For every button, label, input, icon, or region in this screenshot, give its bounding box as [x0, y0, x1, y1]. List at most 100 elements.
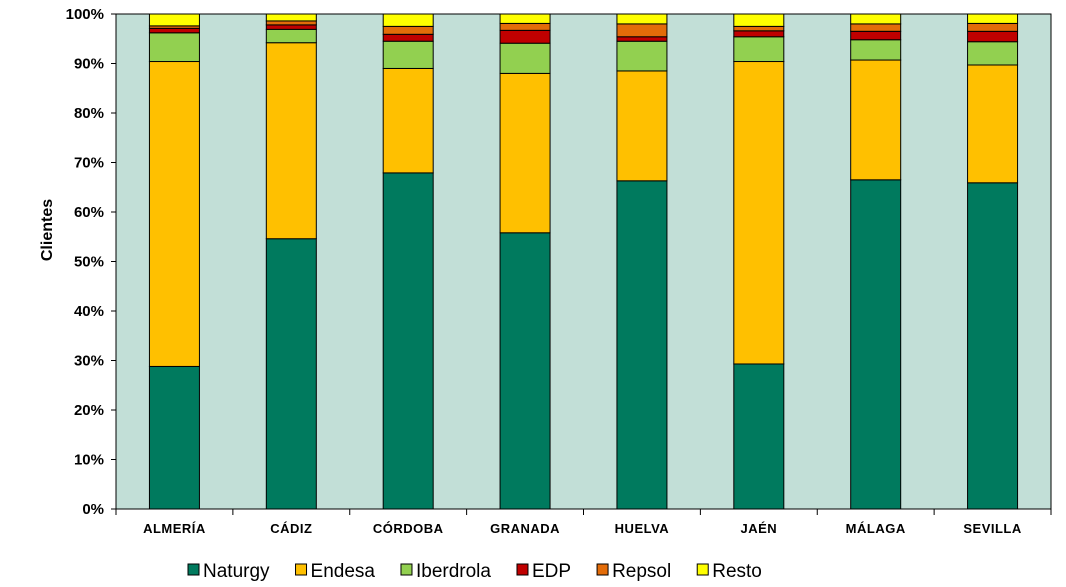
y-tick-label: 50%	[74, 254, 104, 271]
y-tick-label: 70%	[74, 155, 104, 172]
legend-label: EDP	[532, 561, 571, 582]
bar-segment	[616, 13, 668, 25]
bar-segment	[967, 41, 1019, 66]
bar-segment	[967, 182, 1019, 510]
y-tick-label: 30%	[74, 353, 104, 370]
bar-stack	[616, 13, 668, 510]
legend-item: Resto	[696, 561, 762, 582]
x-tick-label: JAÉN	[740, 521, 777, 536]
y-tick-label: 80%	[74, 105, 104, 122]
legend-item: Iberdrola	[400, 561, 491, 582]
bar-segment	[733, 61, 785, 365]
legend-swatch	[596, 563, 609, 576]
bar-segment	[733, 13, 785, 27]
bar-stack	[382, 13, 434, 510]
bar-segment	[265, 238, 317, 510]
bar-segment	[265, 20, 317, 26]
bar-segment	[382, 25, 434, 35]
legend: Naturgy Endesa Iberdrola EDP Repsol Resto	[187, 561, 762, 582]
bar-segment	[148, 61, 200, 367]
bar-segment	[850, 30, 902, 41]
bar-segment	[148, 365, 200, 510]
bar-segment	[733, 363, 785, 510]
bar-segment	[382, 172, 434, 510]
plot-area	[115, 13, 1052, 510]
bar-segment	[850, 23, 902, 32]
legend-swatch	[187, 563, 200, 576]
bar-stack	[850, 13, 902, 510]
legend-label: Iberdrola	[416, 561, 491, 582]
bar-segment	[382, 67, 434, 174]
legend-item: Repsol	[596, 561, 671, 582]
bar-stack	[967, 13, 1019, 510]
x-tick-label: HUELVA	[615, 521, 670, 536]
legend-label: Resto	[712, 561, 762, 582]
y-tick-label: 60%	[74, 204, 104, 221]
legend-item: Naturgy	[187, 561, 270, 582]
legend-swatch	[516, 563, 529, 576]
bar-segment	[967, 30, 1019, 43]
bar-stack	[148, 13, 200, 510]
bar-segment	[850, 39, 902, 61]
bar-stack	[265, 13, 317, 510]
bar-segment	[850, 59, 902, 181]
bar-segment	[265, 13, 317, 22]
bar-segment	[616, 40, 668, 72]
bars	[148, 13, 1019, 510]
y-tick-label: 100%	[66, 6, 104, 23]
x-tick-label: MÁLAGA	[846, 521, 906, 536]
bar-stack	[733, 13, 785, 510]
legend-label: Naturgy	[203, 561, 270, 582]
legend-swatch	[400, 563, 413, 576]
bar-segment	[616, 70, 668, 182]
plot-background	[115, 13, 1052, 510]
bar-segment	[499, 42, 551, 74]
y-tick-label: 90%	[74, 56, 104, 73]
bar-segment	[382, 33, 434, 42]
x-tick-label: CÁDIZ	[270, 521, 312, 536]
legend-label: Endesa	[311, 561, 376, 582]
bar-segment	[733, 36, 785, 63]
bar-segment	[850, 179, 902, 510]
x-tick-label: ALMERÍA	[143, 521, 206, 536]
bar-segment	[616, 36, 668, 42]
y-tick-label: 40%	[74, 303, 104, 320]
bar-segment	[148, 13, 200, 27]
bar-segment	[148, 32, 200, 63]
x-tick-label: GRANADA	[490, 521, 560, 536]
bar-segment	[733, 25, 785, 32]
bar-segment	[382, 40, 434, 69]
axes: 0% 10% 20% 30% 40% 50% 60% 70% 80% 90% 100% ALMERÍA…	[66, 6, 1052, 536]
legend-swatch	[696, 563, 709, 576]
legend-item: Endesa	[295, 561, 376, 582]
bar-segment	[499, 29, 551, 44]
bar-segment	[850, 13, 902, 25]
bar-segment	[148, 27, 200, 34]
legend-item: EDP	[516, 561, 571, 582]
legend-label: Repsol	[612, 561, 671, 582]
bar-segment	[616, 180, 668, 510]
bar-segment	[967, 64, 1019, 184]
bar-segment	[499, 22, 551, 31]
bar-segment	[499, 232, 551, 510]
bar-segment	[616, 23, 668, 38]
y-tick-label: 0%	[82, 501, 104, 518]
y-tick-label: 20%	[74, 402, 104, 419]
y-tick-label: 10%	[74, 452, 104, 469]
bar-segment	[265, 28, 317, 44]
bar-segment	[733, 30, 785, 38]
bar-segment	[967, 22, 1019, 32]
x-tick-label: SEVILLA	[963, 521, 1022, 536]
bar-stack	[499, 13, 551, 510]
bar-segment	[967, 13, 1019, 24]
bar-segment	[265, 42, 317, 240]
bar-segment	[499, 13, 551, 24]
bar-segment	[499, 72, 551, 234]
bar-segment	[265, 24, 317, 30]
bar-segment	[382, 13, 434, 27]
y-axis-label: Clientes	[39, 199, 56, 261]
legend-swatch	[295, 563, 308, 576]
x-tick-label: CÓRDOBA	[373, 521, 444, 536]
